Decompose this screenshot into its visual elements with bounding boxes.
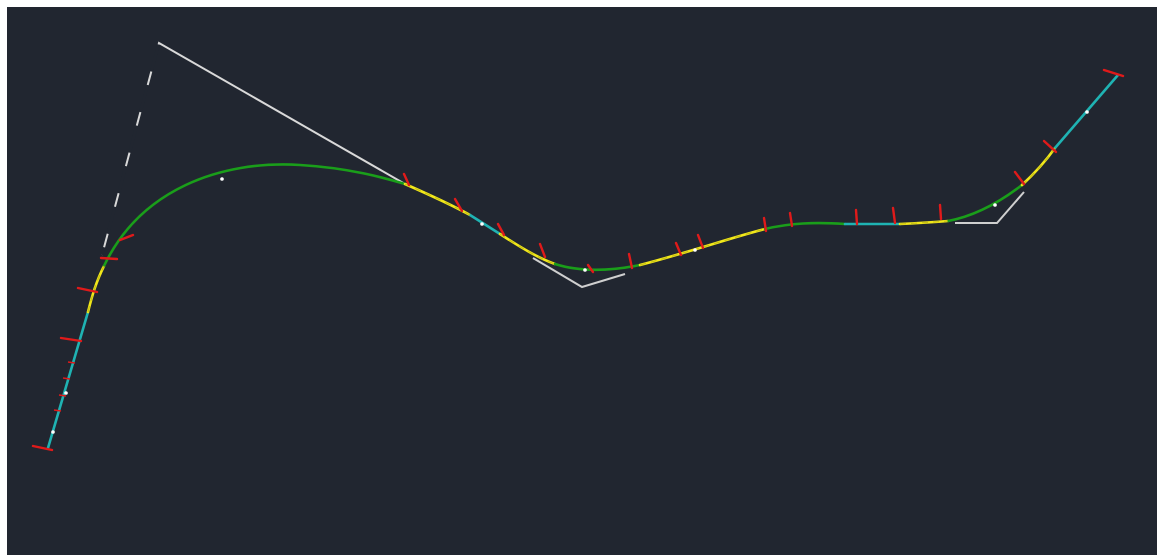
station-dot-7 xyxy=(993,203,997,207)
canvas-background xyxy=(7,7,1157,555)
station-tick-15 xyxy=(788,211,794,228)
station-tick-1 xyxy=(31,444,54,452)
station-minor-tick-2 xyxy=(58,394,67,397)
station-dot-1 xyxy=(51,430,55,434)
station-tick-5 xyxy=(118,233,135,242)
station-tick-8 xyxy=(496,222,506,237)
station-tick-14 xyxy=(762,216,768,233)
station-tick-2 xyxy=(59,336,83,343)
station-tick-19 xyxy=(1013,170,1026,186)
station-tick-13 xyxy=(696,233,705,250)
tangent-segment-1 xyxy=(46,310,90,450)
station-tick-11 xyxy=(627,252,634,270)
station-minor-tick-4 xyxy=(67,361,76,364)
station-dot-2 xyxy=(64,391,68,395)
curve-segment-1 xyxy=(102,163,407,268)
station-tick-3 xyxy=(76,286,99,294)
station-dot-5 xyxy=(583,268,587,272)
tangent-polyline[interactable] xyxy=(100,41,1025,289)
tangent-line-pi-3 xyxy=(955,191,1025,224)
spiral-dash-overlay-5 xyxy=(899,220,949,225)
station-tick-6 xyxy=(402,172,411,187)
station-tick-20 xyxy=(1042,139,1058,154)
station-tick-16 xyxy=(854,208,859,226)
curve-segment-4 xyxy=(946,183,1024,223)
spiral-dash-overlay-6 xyxy=(1021,147,1056,186)
station-tick-7 xyxy=(453,197,464,213)
tangent-segment-2 xyxy=(468,213,502,236)
spiral-dash-overlay-2 xyxy=(404,183,471,216)
alignment-centerline[interactable] xyxy=(46,73,1120,450)
station-tick-marks xyxy=(31,68,1125,452)
station-minor-tick-3 xyxy=(62,377,71,380)
cad-drawing-viewport[interactable] xyxy=(7,7,1157,555)
station-minor-tick-1 xyxy=(53,409,62,412)
spiral-dash-overlay-1 xyxy=(87,265,105,313)
station-dot-6 xyxy=(693,248,697,252)
station-tick-12 xyxy=(674,241,683,257)
station-tick-9 xyxy=(538,242,547,259)
station-tick-21 xyxy=(1102,68,1125,78)
spiral-dash-overlay-3 xyxy=(499,233,556,265)
station-tick-4 xyxy=(99,256,119,261)
station-tick-18 xyxy=(938,203,943,221)
station-tick-10 xyxy=(586,263,595,274)
station-dot-8 xyxy=(1085,110,1089,114)
tangent-gap-overlay xyxy=(100,42,161,256)
drawing-canvas[interactable] xyxy=(7,7,1157,555)
station-dot-4 xyxy=(480,222,484,226)
station-point-markers xyxy=(51,110,1089,434)
spiral-dash-overlay-4 xyxy=(639,228,766,266)
curve-segment-3 xyxy=(763,221,847,231)
station-tick-17 xyxy=(891,206,897,225)
tangent-line-pi-2 xyxy=(532,257,626,289)
station-dot-3 xyxy=(220,177,224,181)
